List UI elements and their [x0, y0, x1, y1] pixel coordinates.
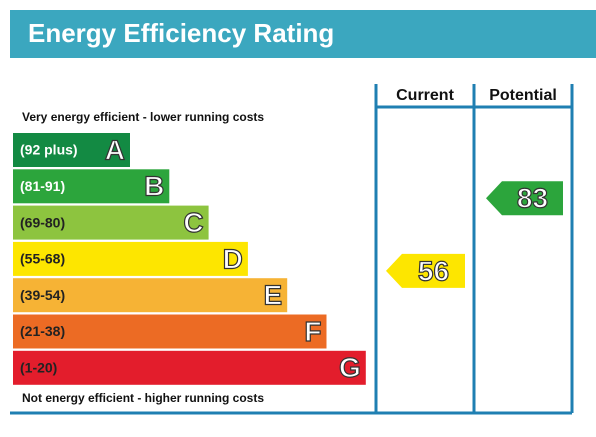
- rating-value: 83: [517, 183, 548, 214]
- rating-band: [13, 314, 327, 349]
- rating-band: [13, 133, 130, 167]
- rating-band: [13, 278, 288, 313]
- title: Energy Efficiency Rating: [28, 18, 334, 48]
- column-header: Potential: [489, 87, 557, 104]
- band-range: (1-20): [20, 360, 57, 376]
- top-note: Very energy efficient - lower running co…: [22, 110, 264, 124]
- rating-band: [13, 350, 366, 385]
- band-range: (55-68): [20, 251, 65, 267]
- band-range: (81-91): [20, 178, 65, 194]
- title-bar: [10, 10, 596, 58]
- rating-arrow: [486, 181, 563, 216]
- band-range: (21-38): [20, 323, 65, 339]
- bottom-note: Not energy efficient - higher running co…: [22, 391, 264, 405]
- band-letter: E: [264, 280, 283, 311]
- band-letter: F: [304, 316, 321, 347]
- band-letter: A: [105, 134, 125, 165]
- rating-band: [13, 169, 170, 204]
- rating-arrow: [386, 253, 465, 288]
- band-letter: D: [223, 243, 243, 274]
- rating-value: 56: [418, 255, 449, 286]
- band-letter: C: [183, 207, 203, 238]
- band-range: (92 plus): [20, 142, 78, 158]
- band-range: (39-54): [20, 287, 65, 303]
- band-letter: G: [339, 352, 361, 383]
- band-range: (69-80): [20, 214, 65, 230]
- rating-band: [13, 241, 248, 276]
- column-header: Current: [396, 87, 454, 104]
- rating-band: [13, 205, 209, 240]
- band-letter: B: [144, 171, 164, 202]
